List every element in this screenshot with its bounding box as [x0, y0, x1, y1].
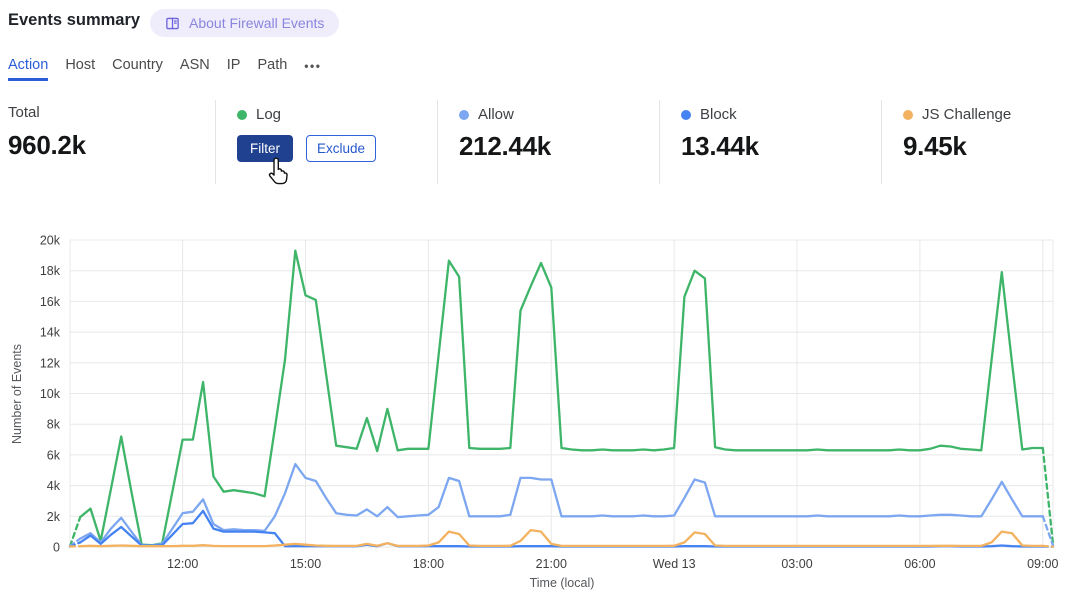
- x-tick-label: 15:00: [290, 557, 321, 571]
- x-tick-label: 21:00: [536, 557, 567, 571]
- stat-value: 13.44k: [681, 131, 759, 161]
- series-line-allow: [79, 462, 1044, 547]
- legend-dot-icon: [903, 109, 913, 120]
- stat-card-block[interactable]: Block 13.44k: [659, 100, 881, 184]
- stat-total-label: Total: [8, 104, 40, 121]
- stat-value: 212.44k: [459, 131, 551, 161]
- legend-label: Log: [256, 106, 282, 123]
- stat-value: 9.45k: [903, 131, 967, 161]
- stat-total: Total 960.2k: [8, 104, 208, 161]
- about-badge-label: About Firewall Events: [189, 15, 325, 31]
- tab-path[interactable]: Path: [257, 57, 288, 73]
- tabs: Action Host Country ASN IP Path •••: [8, 57, 321, 81]
- series-line-js-challenge-dashed: [68, 544, 1055, 548]
- stat-card-allow[interactable]: Allow 212.44k: [437, 100, 659, 184]
- series-line-js-challenge: [79, 528, 1044, 548]
- tab-host[interactable]: Host: [65, 57, 96, 73]
- x-tick-label: 12:00: [167, 557, 198, 571]
- legend: Log: [237, 106, 437, 123]
- stat-cards: Log Filter Exclude Allow 212.44k Block 13.44k J…: [215, 100, 1068, 184]
- stat-card-log[interactable]: Log Filter Exclude: [215, 100, 437, 184]
- series-line-log: [79, 249, 1044, 547]
- y-tick-label: 10k: [40, 387, 61, 401]
- tab-country[interactable]: Country: [112, 57, 163, 73]
- x-tick-label: 06:00: [904, 557, 935, 571]
- x-axis-title: Time (local): [530, 576, 595, 590]
- stat-total-value: 960.2k: [8, 130, 86, 160]
- series-line-allow-dashed: [68, 515, 1055, 548]
- tab-asn[interactable]: ASN: [179, 57, 210, 73]
- book-icon: [165, 16, 180, 31]
- legend-label: JS Challenge: [922, 106, 1012, 123]
- y-tick-label: 2k: [47, 510, 61, 524]
- about-firewall-events-badge[interactable]: About Firewall Events: [150, 9, 340, 37]
- y-tick-label: 20k: [40, 234, 61, 248]
- y-tick-label: 16k: [40, 295, 61, 309]
- tab-action[interactable]: Action: [8, 57, 49, 81]
- legend-dot-icon: [681, 109, 691, 120]
- y-tick-label: 4k: [47, 479, 61, 493]
- x-tick-label: 09:00: [1027, 557, 1058, 571]
- x-tick-label: 03:00: [781, 557, 812, 571]
- y-tick-label: 0: [53, 541, 60, 555]
- y-tick-label: 6k: [47, 448, 61, 462]
- tab-ip[interactable]: IP: [226, 57, 241, 73]
- legend: JS Challenge: [903, 106, 1068, 123]
- legend-dot-icon: [237, 109, 247, 120]
- legend-dot-icon: [459, 109, 469, 120]
- tabs-more-button[interactable]: •••: [304, 59, 322, 73]
- filter-button[interactable]: Filter: [237, 135, 293, 162]
- x-tick-label: Wed 13: [653, 557, 696, 571]
- stat-card-js-challenge[interactable]: JS Challenge 9.45k: [881, 100, 1068, 184]
- legend: Allow: [459, 106, 659, 123]
- y-tick-label: 18k: [40, 264, 61, 278]
- y-axis-title: Number of Events: [10, 344, 24, 444]
- page-title: Events summary: [8, 11, 141, 29]
- y-tick-label: 14k: [40, 326, 61, 340]
- series-line-log-dashed: [68, 446, 1055, 548]
- exclude-button[interactable]: Exclude: [306, 135, 377, 162]
- y-tick-label: 12k: [40, 356, 61, 370]
- stats-row: Total 960.2k Log Filter Exclude Allow 212.44…: [0, 100, 1068, 185]
- legend-label: Allow: [478, 106, 514, 123]
- legend: Block: [681, 106, 881, 123]
- y-tick-label: 8k: [47, 418, 61, 432]
- legend-label: Block: [700, 106, 737, 123]
- x-tick-label: 18:00: [413, 557, 444, 571]
